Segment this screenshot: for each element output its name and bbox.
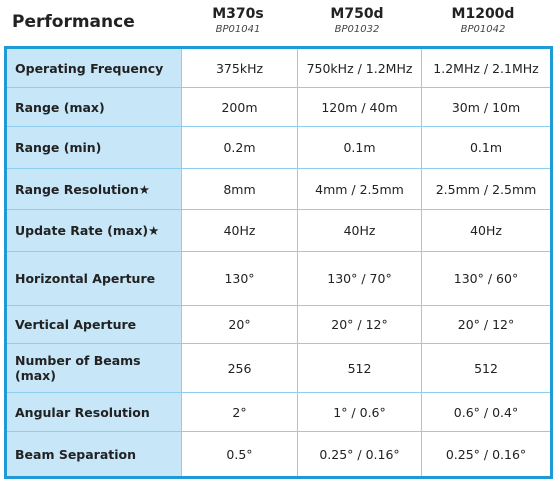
column-header: M370s BP01041 bbox=[178, 6, 298, 35]
cell: 1.2MHz / 2.1MHz bbox=[421, 47, 552, 88]
cell: 2° bbox=[181, 392, 298, 432]
cell: 40Hz bbox=[181, 209, 298, 252]
cell: 2.5mm / 2.5mm bbox=[421, 168, 552, 210]
spec-table: Operating Frequency 375kHz 750kHz / 1.2MHz… bbox=[4, 46, 553, 479]
table-row: Update Rate (max)★ 40Hz 40Hz 40Hz bbox=[5, 209, 552, 252]
cell: 512 bbox=[421, 343, 552, 393]
column-header: M750d BP01032 bbox=[297, 6, 417, 35]
cell: 0.5° bbox=[181, 431, 298, 478]
row-label: Angular Resolution bbox=[5, 392, 182, 432]
table-row: Range (min) 0.2m 0.1m 0.1m bbox=[5, 126, 552, 169]
table-row: Range (max) 200m 120m / 40m 30m / 10m bbox=[5, 87, 552, 127]
cell: 0.2m bbox=[181, 126, 298, 169]
row-label: Range (max) bbox=[5, 87, 182, 127]
title: Performance bbox=[12, 12, 135, 32]
table-row: Angular Resolution 2° 1° / 0.6° 0.6° / 0.4° bbox=[5, 392, 552, 432]
cell: 40Hz bbox=[421, 209, 552, 252]
cell: 512 bbox=[297, 343, 422, 393]
row-label: Update Rate (max)★ bbox=[5, 209, 182, 252]
row-label: Horizontal Aperture bbox=[5, 251, 182, 306]
model-name: M370s bbox=[212, 6, 264, 22]
table-row: Number of Beams (max) 256 512 512 bbox=[5, 343, 552, 393]
model-code: BP01042 bbox=[460, 24, 506, 35]
model-name: M1200d bbox=[451, 6, 515, 22]
header: Performance M370s BP01041 M750d BP01032 M120… bbox=[0, 0, 554, 46]
cell: 8mm bbox=[181, 168, 298, 210]
cell: 30m / 10m bbox=[421, 87, 552, 127]
row-label: Range (min) bbox=[5, 126, 182, 169]
model-name: M750d bbox=[330, 6, 384, 22]
cell: 375kHz bbox=[181, 47, 298, 88]
cell: 130° / 60° bbox=[421, 251, 552, 306]
row-label: Number of Beams (max) bbox=[5, 343, 182, 393]
cell: 0.1m bbox=[421, 126, 552, 169]
cell: 20° / 12° bbox=[297, 305, 422, 344]
table-row: Horizontal Aperture 130° 130° / 70° 130° / … bbox=[5, 251, 552, 306]
table-row: Range Resolution★ 8mm 4mm / 2.5mm 2.5mm / 2… bbox=[5, 168, 552, 210]
cell: 0.1m bbox=[297, 126, 422, 169]
cell: 200m bbox=[181, 87, 298, 127]
cell: 1° / 0.6° bbox=[297, 392, 422, 432]
cell: 0.6° / 0.4° bbox=[421, 392, 552, 432]
row-label: Operating Frequency bbox=[5, 47, 182, 88]
cell: 0.25° / 0.16° bbox=[297, 431, 422, 478]
cell: 130° bbox=[181, 251, 298, 306]
cell: 120m / 40m bbox=[297, 87, 422, 127]
table-row: Operating Frequency 375kHz 750kHz / 1.2MHz… bbox=[5, 47, 552, 88]
cell: 256 bbox=[181, 343, 298, 393]
row-label: Vertical Aperture bbox=[5, 305, 182, 344]
cell: 0.25° / 0.16° bbox=[421, 431, 552, 478]
model-code: BP01041 bbox=[215, 24, 261, 35]
cell: 750kHz / 1.2MHz bbox=[297, 47, 422, 88]
cell: 20° bbox=[181, 305, 298, 344]
model-code: BP01032 bbox=[334, 24, 380, 35]
table-row: Beam Separation 0.5° 0.25° / 0.16° 0.25° / … bbox=[5, 431, 552, 478]
row-label: Beam Separation bbox=[5, 431, 182, 478]
column-header: M1200d BP01042 bbox=[423, 6, 543, 35]
cell: 130° / 70° bbox=[297, 251, 422, 306]
cell: 40Hz bbox=[297, 209, 422, 252]
row-label: Range Resolution★ bbox=[5, 168, 182, 210]
table-row: Vertical Aperture 20° 20° / 12° 20° / 12° bbox=[5, 305, 552, 344]
cell: 4mm / 2.5mm bbox=[297, 168, 422, 210]
cell: 20° / 12° bbox=[421, 305, 552, 344]
